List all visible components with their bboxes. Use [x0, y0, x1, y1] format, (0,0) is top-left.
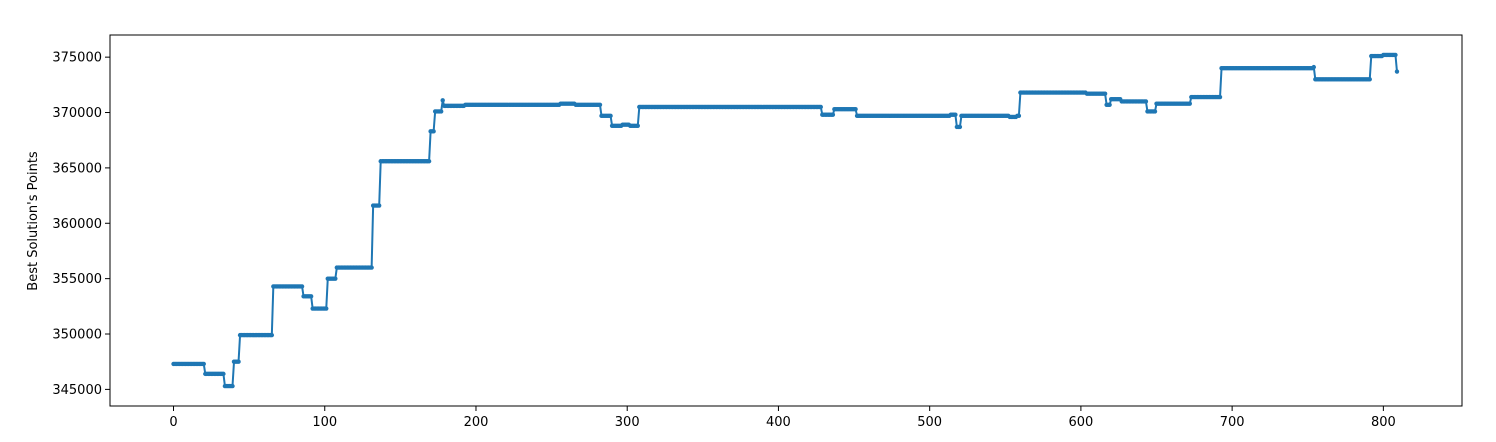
data-point [818, 104, 823, 110]
data-point [438, 109, 444, 114]
data-point [440, 98, 445, 103]
y-tick-label: 370000 [52, 106, 102, 121]
data-point [1394, 69, 1400, 74]
y-axis: 345000 350000 355000 360000 365000 370000 3750… [52, 51, 110, 398]
x-tick-label: 400 [766, 415, 791, 430]
plot-area [110, 35, 1462, 406]
x-tick-label: 0 [169, 415, 177, 430]
data-point [201, 361, 206, 367]
x-tick-label: 100 [312, 415, 337, 430]
y-tick-label: 375000 [52, 51, 102, 66]
y-tick-label: 355000 [52, 272, 102, 287]
data-point [230, 383, 235, 389]
y-tick-label: 365000 [52, 161, 102, 176]
data-point [957, 124, 963, 130]
data-point [369, 265, 374, 270]
data-point [269, 332, 275, 338]
x-axis: 0 100 200 300 400 500 600 700 800 [169, 406, 1396, 430]
x-tick-label: 800 [1371, 415, 1396, 430]
y-tick-label: 345000 [52, 383, 102, 398]
data-point [308, 294, 314, 299]
data-point [635, 123, 640, 129]
data-point [1311, 64, 1316, 70]
x-tick-label: 600 [1068, 415, 1093, 430]
data-point [221, 371, 226, 377]
data-point [830, 112, 836, 117]
data-point [426, 159, 432, 164]
data-point [333, 276, 338, 281]
data-point [608, 113, 613, 119]
data-point [299, 284, 305, 289]
data-point [597, 102, 603, 107]
data-point [376, 203, 382, 208]
data-point [324, 306, 329, 311]
marker-layer [171, 52, 1400, 389]
y-tick-label: 350000 [52, 328, 102, 343]
data-point [953, 112, 958, 117]
plot-frame [109, 34, 1463, 407]
data-point [1367, 77, 1372, 82]
x-tick-label: 500 [917, 415, 942, 430]
data-point [1152, 109, 1158, 114]
x-tick-label: 200 [464, 415, 489, 430]
data-point [853, 107, 858, 112]
data-point [1187, 101, 1192, 106]
data-point [1143, 99, 1149, 104]
data-point [1102, 91, 1108, 96]
data-point [1016, 113, 1022, 119]
data-point [1217, 94, 1223, 100]
data-point [236, 359, 241, 364]
x-tick-label: 300 [615, 415, 640, 430]
data-point [431, 129, 436, 134]
x-tick-label: 700 [1220, 415, 1245, 430]
y-axis-title: Best Solution's Points [26, 151, 41, 291]
y-tick-label: 360000 [52, 217, 102, 232]
data-point [1107, 102, 1112, 107]
data-point [1393, 52, 1398, 58]
